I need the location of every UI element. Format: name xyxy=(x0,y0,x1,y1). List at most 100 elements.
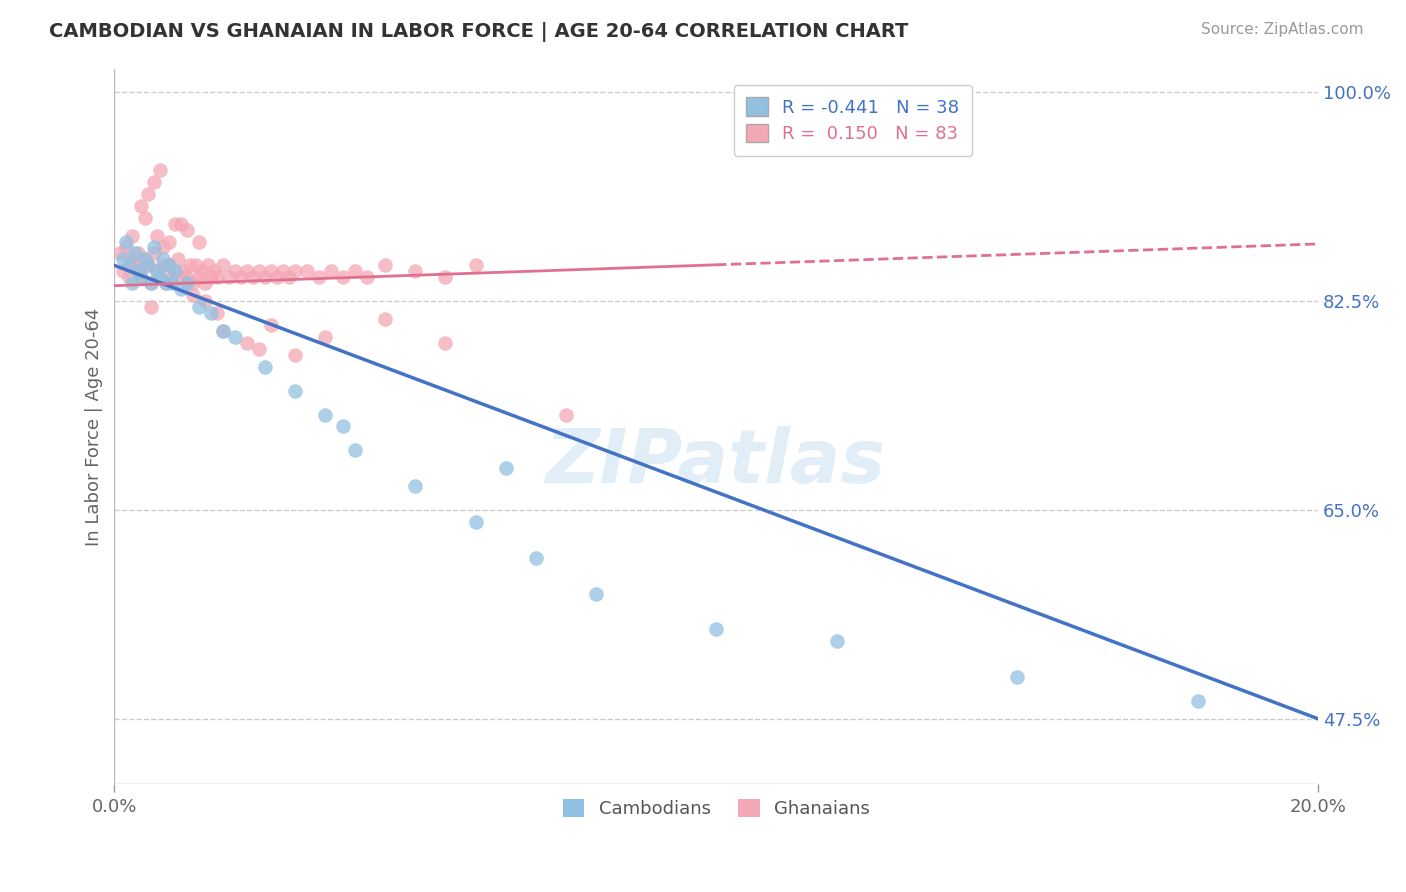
Point xyxy=(278,270,301,285)
Legend: Cambodians, Ghanaians: Cambodians, Ghanaians xyxy=(555,792,877,825)
Point xyxy=(187,300,209,314)
Point xyxy=(284,264,307,278)
Point xyxy=(229,270,252,285)
Point xyxy=(134,211,156,225)
Point xyxy=(704,623,727,637)
Point xyxy=(181,277,204,291)
Point xyxy=(166,252,188,267)
Point xyxy=(284,348,307,362)
Point xyxy=(112,264,135,278)
Point xyxy=(112,252,135,267)
Point xyxy=(163,264,186,278)
Point xyxy=(134,252,156,267)
Point xyxy=(356,270,378,285)
Point xyxy=(131,270,153,285)
Point xyxy=(145,264,167,278)
Point xyxy=(157,259,180,273)
Point xyxy=(155,277,177,291)
Point xyxy=(121,277,143,291)
Point xyxy=(253,359,276,374)
Point xyxy=(434,270,457,285)
Point xyxy=(344,443,367,458)
Point xyxy=(142,175,165,189)
Text: Source: ZipAtlas.com: Source: ZipAtlas.com xyxy=(1201,22,1364,37)
Point xyxy=(253,270,276,285)
Point xyxy=(194,277,217,291)
Point xyxy=(136,186,159,201)
Point xyxy=(152,240,174,254)
Point xyxy=(434,335,457,350)
Point xyxy=(160,270,183,285)
Point xyxy=(205,306,228,320)
Point xyxy=(139,277,162,291)
Text: ZIPatlas: ZIPatlas xyxy=(547,425,886,499)
Point xyxy=(202,264,225,278)
Point xyxy=(464,259,486,273)
Point xyxy=(190,264,212,278)
Point xyxy=(332,419,354,434)
Point xyxy=(163,264,186,278)
Point xyxy=(173,264,195,278)
Y-axis label: In Labor Force | Age 20-64: In Labor Force | Age 20-64 xyxy=(86,308,103,546)
Point xyxy=(205,270,228,285)
Point xyxy=(260,264,283,278)
Point xyxy=(131,270,153,285)
Point xyxy=(404,479,426,493)
Point xyxy=(127,264,149,278)
Point xyxy=(148,270,170,285)
Point xyxy=(115,235,138,249)
Point xyxy=(110,246,132,260)
Point xyxy=(127,264,149,278)
Point xyxy=(176,277,198,291)
Point xyxy=(218,270,240,285)
Point xyxy=(247,342,270,356)
Point xyxy=(152,252,174,267)
Point xyxy=(404,264,426,278)
Point xyxy=(247,264,270,278)
Point xyxy=(184,259,207,273)
Point xyxy=(131,199,153,213)
Point xyxy=(271,264,294,278)
Point xyxy=(236,264,259,278)
Point xyxy=(157,235,180,249)
Point xyxy=(524,550,547,565)
Point xyxy=(155,277,177,291)
Point xyxy=(139,300,162,314)
Point xyxy=(139,277,162,291)
Point xyxy=(118,259,141,273)
Point xyxy=(200,306,222,320)
Point xyxy=(314,408,336,422)
Point xyxy=(344,264,367,278)
Point xyxy=(169,282,191,296)
Point xyxy=(242,270,264,285)
Point xyxy=(1005,670,1028,684)
Point xyxy=(121,252,143,267)
Point xyxy=(118,270,141,285)
Point xyxy=(136,259,159,273)
Point xyxy=(148,163,170,178)
Point xyxy=(148,270,170,285)
Point xyxy=(163,217,186,231)
Point xyxy=(124,246,146,260)
Point xyxy=(142,246,165,260)
Point xyxy=(176,270,198,285)
Point xyxy=(260,318,283,332)
Point xyxy=(495,461,517,475)
Point xyxy=(211,324,233,338)
Point xyxy=(194,294,217,309)
Point xyxy=(332,270,354,285)
Point xyxy=(319,264,342,278)
Point xyxy=(142,240,165,254)
Point xyxy=(224,264,246,278)
Point xyxy=(374,259,396,273)
Point xyxy=(554,408,576,422)
Point xyxy=(187,270,209,285)
Point xyxy=(127,246,149,260)
Point xyxy=(211,324,233,338)
Point xyxy=(284,384,307,398)
Text: CAMBODIAN VS GHANAIAN IN LABOR FORCE | AGE 20-64 CORRELATION CHART: CAMBODIAN VS GHANAIAN IN LABOR FORCE | A… xyxy=(49,22,908,42)
Point xyxy=(295,264,318,278)
Point xyxy=(145,228,167,243)
Point xyxy=(136,259,159,273)
Point xyxy=(181,288,204,302)
